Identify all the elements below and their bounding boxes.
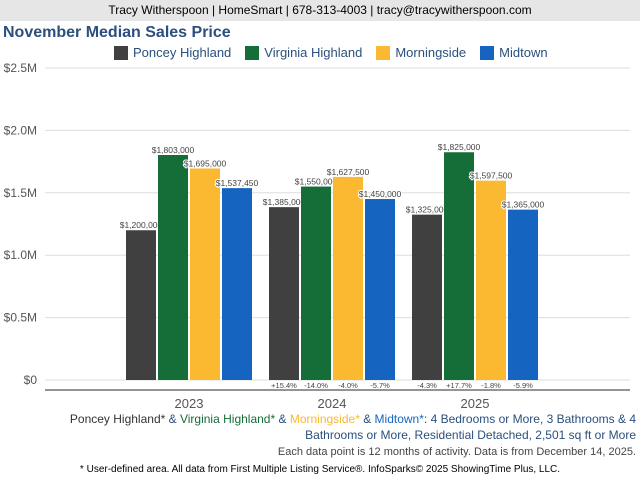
data-label: $1,200,000: [120, 220, 163, 230]
y-tick-label: $0: [24, 373, 38, 387]
legend-label: Morningside: [395, 45, 467, 60]
change-label: +17.7%: [446, 381, 472, 390]
description-criteria: : 4 Bedrooms or More, 3 Bathrooms & 4 Ba…: [305, 412, 636, 442]
data-label: $1,325,000: [406, 205, 449, 215]
legend-item: Poncey Highland: [114, 45, 231, 60]
bar: [365, 199, 395, 380]
data-label: $1,627,500: [327, 167, 370, 177]
legend-swatch: [114, 45, 128, 60]
x-tick-label: 2024: [318, 396, 347, 411]
data-label: $1,550,000: [295, 177, 338, 187]
description-area: Poncey Highland*: [69, 412, 166, 426]
bar: [126, 230, 156, 380]
data-label: $1,803,000: [152, 145, 195, 155]
change-label: -1.8%: [481, 381, 501, 390]
y-tick-label: $0.5M: [4, 311, 37, 325]
data-label: $1,365,000: [502, 200, 545, 210]
legend-label: Midtown: [499, 45, 548, 60]
y-tick-label: $1.0M: [4, 248, 37, 262]
change-label: -4.0%: [338, 381, 358, 390]
bar: [412, 214, 442, 380]
description: Poncey Highland* & Virginia Highland* & …: [16, 411, 636, 443]
description-area: Morningside*: [289, 412, 360, 426]
change-label: -5.7%: [370, 381, 390, 390]
data-label: $1,597,500: [470, 171, 513, 181]
y-tick-label: $2.5M: [4, 61, 37, 75]
x-tick-label: 2025: [461, 396, 490, 411]
bar: [301, 186, 331, 380]
legend-swatch: [245, 45, 260, 60]
legend-label: Virginia Highland: [264, 45, 363, 60]
bar: [269, 207, 299, 380]
bar: [508, 209, 538, 380]
description-area: Virginia Highland*: [179, 412, 276, 426]
agent-header: Tracy Witherspoon | HomeSmart | 678-313-…: [0, 0, 640, 21]
description-separator: &: [165, 412, 180, 426]
bar: [222, 188, 252, 380]
legend-item: Morningside: [376, 45, 466, 60]
data-label: $1,450,000: [359, 189, 402, 199]
data-note: Each data point is 12 months of activity…: [277, 446, 636, 458]
legend: Poncey Highland Virginia Highland Mornings…: [114, 45, 548, 60]
description-area: Midtown*: [374, 412, 424, 426]
data-label: $1,385,000: [263, 197, 306, 207]
x-tick-label: 2023: [175, 396, 204, 411]
description-separator: &: [359, 412, 375, 426]
legend-swatch: [376, 45, 391, 60]
data-label: $1,537,450: [216, 178, 259, 188]
bar: [333, 176, 363, 380]
y-tick-label: $1.5M: [4, 186, 37, 200]
legend-item: Midtown: [480, 45, 548, 60]
legend-item: Virginia Highland: [245, 45, 362, 60]
legend-swatch: [480, 45, 495, 60]
bar: [158, 154, 188, 380]
chart-title: November Median Sales Price: [3, 24, 231, 41]
legend-label: Poncey Highland: [133, 45, 232, 60]
bar: [190, 168, 220, 380]
footer-disclaimer: * User-defined area. All data from First…: [79, 464, 561, 475]
description-separator: &: [275, 412, 290, 426]
data-label: $1,825,000: [438, 142, 481, 152]
change-label: -4.3%: [417, 381, 437, 390]
change-label: +15.4%: [271, 381, 297, 390]
change-label: -5.9%: [513, 381, 533, 390]
change-label: -14.0%: [304, 381, 328, 390]
bar: [444, 152, 474, 380]
bar: [476, 180, 506, 380]
data-label: $1,695,000: [184, 158, 227, 168]
y-tick-label: $2.0M: [4, 123, 37, 137]
